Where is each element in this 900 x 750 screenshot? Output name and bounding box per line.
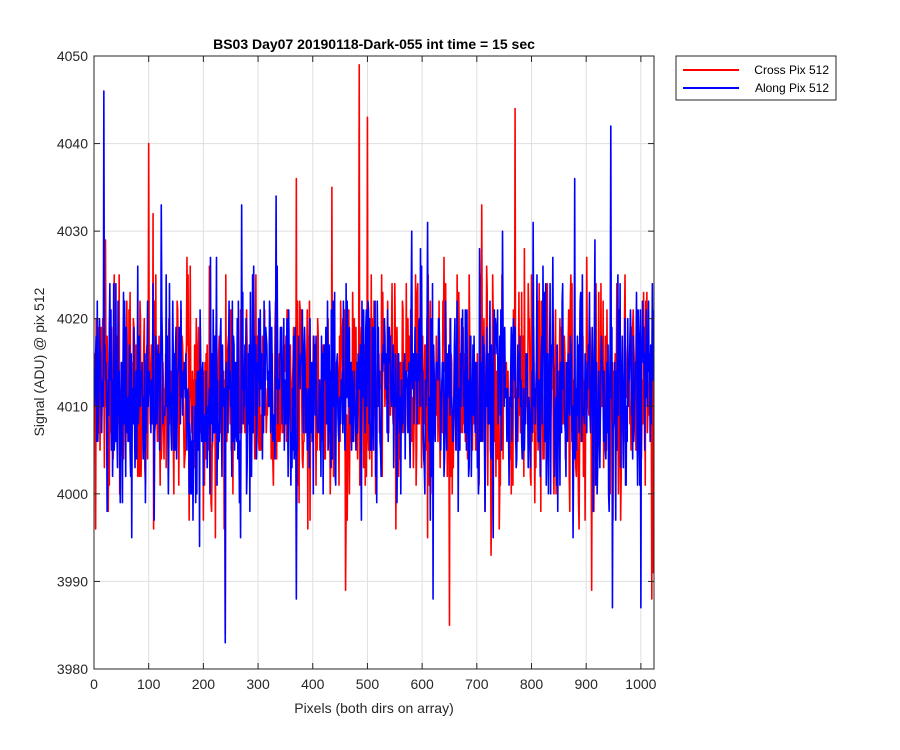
x-tick-label: 700: [465, 676, 489, 692]
x-tick-label: 500: [356, 676, 380, 692]
y-tick-label: 3990: [57, 573, 88, 589]
axes: [93, 55, 655, 670]
y-tick-label: 4050: [57, 48, 88, 64]
x-axis-label: Pixels (both dirs on array): [294, 700, 454, 716]
tick-labels: 0 100 200 300 400 500 600 700 800 900 1000 3980 3990…: [57, 48, 657, 692]
y-tick-label: 4020: [57, 311, 88, 327]
x-tick-label: 800: [520, 676, 544, 692]
y-tick-label: 4010: [57, 398, 88, 414]
series-line-along-pix-512: [94, 90, 654, 644]
y-tick-label: 4030: [57, 223, 88, 239]
x-tick-label: 100: [137, 676, 161, 692]
legend: Cross Pix 512 Along Pix 512: [675, 55, 837, 101]
x-tick-label: 200: [192, 676, 216, 692]
x-tick-label: 600: [410, 676, 434, 692]
y-tick-label: 4040: [57, 136, 88, 152]
legend-label-along: Along Pix 512: [755, 81, 829, 95]
x-tick-label: 900: [575, 676, 599, 692]
y-tick-label: 4000: [57, 486, 88, 502]
x-tick-label: 300: [246, 676, 270, 692]
x-tick-label: 1000: [625, 676, 656, 692]
x-tick-label: 400: [301, 676, 325, 692]
series-lines: [94, 63, 654, 644]
y-axis-label: Signal (ADU) @ pix 512: [31, 287, 47, 436]
plot-frame: [93, 55, 655, 670]
chart-title: BS03 Day07 20190118-Dark-055 int time = …: [213, 36, 535, 52]
y-tick-label: 3980: [57, 661, 88, 677]
legend-box: [675, 55, 837, 101]
x-tick-label: 0: [90, 676, 98, 692]
legend-label-cross: Cross Pix 512: [754, 63, 829, 77]
